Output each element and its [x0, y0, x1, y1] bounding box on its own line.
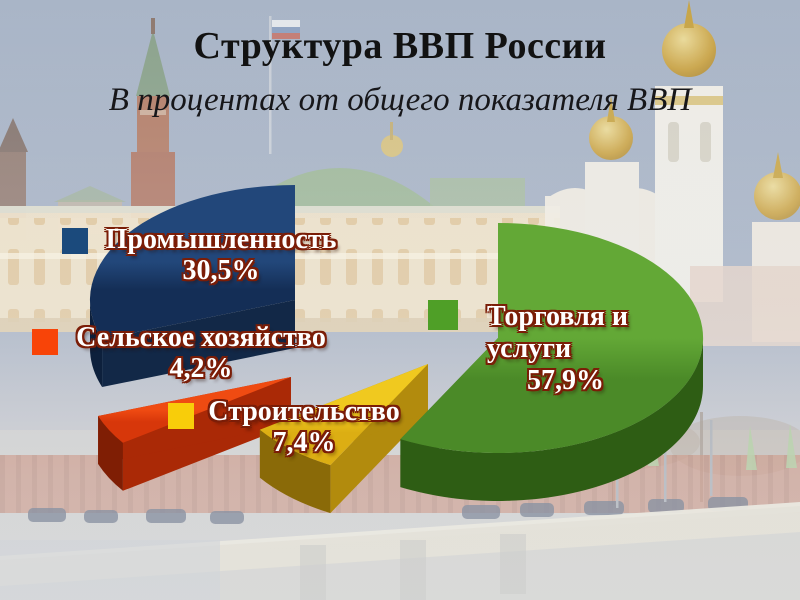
- slice-label-industry-value: 30,5%: [182, 255, 260, 286]
- slice-label-industry: Промышленность 30,5%: [88, 224, 354, 286]
- slice-label-trade-name: Торговля и услуги: [487, 301, 629, 364]
- slice-label-construction: Строительство 7,4%: [193, 396, 415, 458]
- legend-swatch-construction: [168, 403, 194, 429]
- chart-subtitle: В процентах от общего показателя ВВП: [108, 82, 692, 118]
- chart-title: Структура ВВП России: [193, 25, 607, 67]
- slice-label-construction-name: Строительство: [208, 396, 400, 427]
- slice-label-industry-name: Промышленность: [105, 224, 337, 255]
- legend-swatch-trade: [428, 300, 458, 330]
- slice-label-trade: Торговля и услуги 57,9%: [487, 301, 687, 397]
- slice-label-agriculture-name: Сельское хозяйство: [76, 322, 326, 353]
- slice-label-construction-value: 7,4%: [272, 427, 336, 458]
- slice-label-trade-value: 57,9%: [527, 365, 604, 396]
- slice-label-agriculture: Сельское хозяйство 4,2%: [50, 322, 352, 384]
- legend-swatch-agriculture: [32, 329, 58, 355]
- legend-swatch-industry: [62, 228, 88, 254]
- slice-label-agriculture-value: 4,2%: [169, 353, 233, 384]
